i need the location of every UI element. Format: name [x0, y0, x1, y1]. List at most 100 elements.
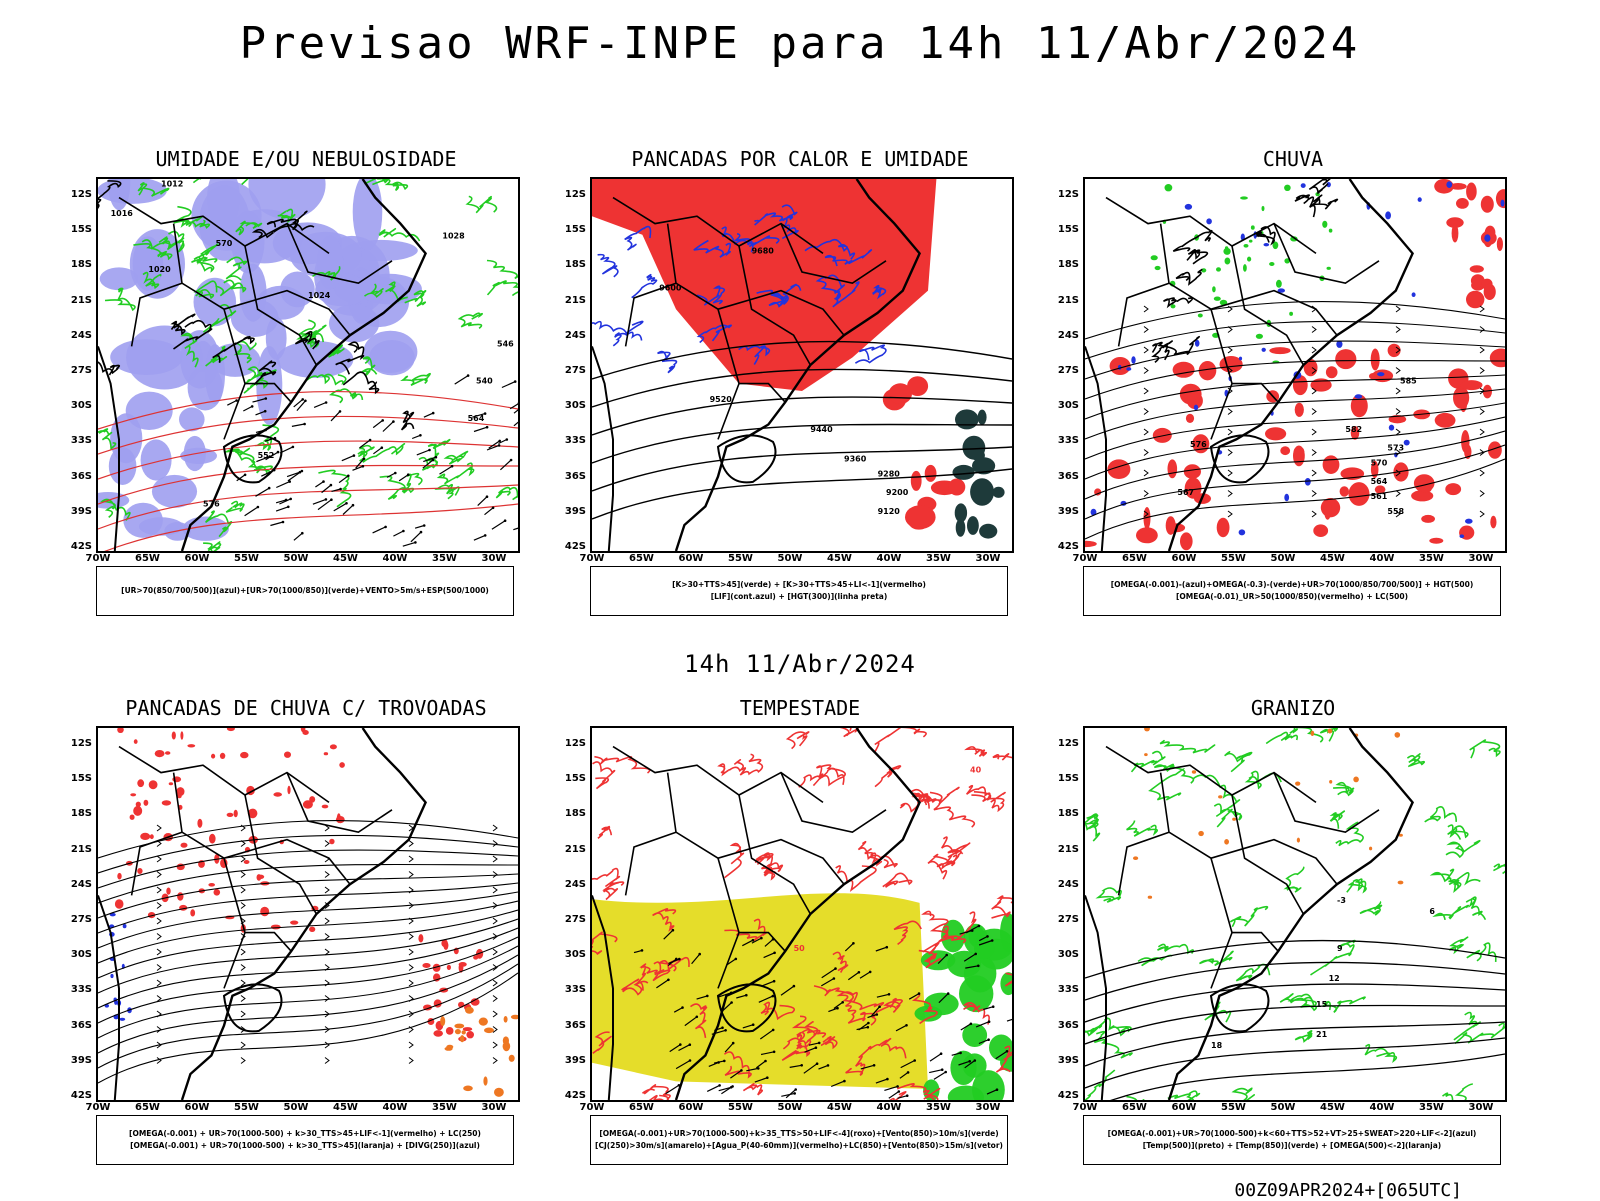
rain-fill-red [1280, 446, 1290, 455]
thunder-dot-red [130, 793, 136, 796]
flow-arrow [1396, 429, 1400, 435]
contour-label: 546 [497, 339, 514, 348]
omega-dot-blue [1206, 218, 1212, 224]
lat-label: 39S [62, 1055, 92, 1066]
lc-contour [1309, 179, 1336, 193]
wind-vector-head [773, 952, 776, 955]
wind-vector-head [843, 1080, 846, 1083]
lat-label: 18S [62, 259, 92, 270]
rain-fill-red [1490, 349, 1505, 368]
flow-arrow [493, 872, 497, 878]
omega-dot-orange [1133, 856, 1138, 860]
rain-fill-red [1466, 291, 1484, 309]
wind-vector [513, 525, 518, 529]
lat-label: 39S [62, 506, 92, 517]
flow-arrow [241, 903, 245, 909]
wind-vector-head [732, 1042, 735, 1045]
thunder-dot-orange [494, 1088, 504, 1097]
wind-vector [227, 401, 236, 406]
wind-vector-head [793, 1092, 796, 1095]
wind-vector [373, 527, 386, 533]
border-line [1106, 198, 1316, 254]
flow-arrow [1480, 327, 1484, 333]
wind-vector-head [451, 465, 454, 468]
precip-water-contour [743, 1084, 762, 1095]
flow-arrow [1228, 429, 1232, 435]
thunder-dot-red [324, 752, 328, 755]
wind-vector-head [907, 1071, 910, 1074]
rain-fill-red [1490, 516, 1496, 529]
rain-fill-red [1445, 483, 1461, 495]
lon-label: 50W [775, 553, 805, 564]
precip-water-contour [967, 786, 991, 802]
lat-label: 18S [556, 259, 586, 270]
wind-vector-head [772, 1029, 775, 1032]
lon-label: 60W [676, 553, 706, 564]
thunder-dot-orange [484, 1028, 494, 1034]
wind-vector-head [689, 1043, 692, 1046]
contour-label: 1012 [161, 179, 183, 188]
lon-label: 65W [133, 553, 163, 564]
flow-arrow [1312, 491, 1316, 497]
pressure-contour [402, 411, 414, 429]
omega-dot-green [1223, 248, 1230, 255]
wind-vector-head [735, 958, 738, 961]
thunder-dot-red [244, 860, 250, 864]
instability-fill-teal [956, 519, 966, 537]
main-title: Previsao WRF-INPE para 14h 11/Abr/2024 [0, 18, 1600, 69]
border-line [174, 773, 245, 989]
panel-title: PANCADAS POR CALOR E UMIDADE [590, 147, 1010, 171]
flow-arrow [157, 856, 161, 862]
wind-vector-head [959, 1052, 962, 1055]
border-line [1274, 224, 1379, 284]
thunder-dot-orange [446, 1045, 453, 1049]
thunder-dot-red [144, 800, 149, 806]
humidity-fill-blue [280, 272, 315, 308]
lat-label: 36S [1049, 1020, 1079, 1031]
wind-vector-head [292, 446, 295, 449]
rain-fill-red [1293, 446, 1305, 467]
wind-vector-head [992, 1005, 995, 1008]
flow-arrow [1480, 511, 1484, 517]
thunder-dot-red [309, 927, 315, 932]
wind-vector-head [641, 949, 644, 952]
streamline [98, 973, 518, 1083]
omega-dot-green [1269, 262, 1274, 266]
wind-vector-head [330, 484, 333, 487]
wind-vector-head [498, 444, 501, 447]
legend-line: [CJ(250)>30m/s](amarelo)+[Agua_P(40-60mm… [591, 1140, 1007, 1152]
thunder-dot-red [137, 779, 144, 787]
wind-vector-head [723, 1060, 726, 1063]
contour-label: 564 [1371, 477, 1388, 486]
instability-fill-red [592, 179, 936, 391]
lc-contour [1256, 227, 1275, 243]
wind-vector [243, 406, 252, 411]
omega-dot-blue [1131, 356, 1135, 364]
thunder-dot-red [169, 782, 173, 785]
wind-vector-head [940, 1052, 943, 1055]
humidity-contour-green [446, 452, 468, 465]
wind-vector-head [978, 925, 981, 928]
flow-arrow [157, 903, 161, 909]
flow-arrow [157, 1058, 161, 1064]
lon-label: 40W [380, 553, 410, 564]
flow-arrow [1144, 368, 1148, 374]
uruguay-outline [224, 984, 282, 1031]
thunder-dot-red [447, 965, 451, 970]
wind-vector-head [898, 1090, 901, 1093]
lon-label: 50W [1268, 553, 1298, 564]
thunder-dot-orange [503, 1041, 511, 1051]
legend-line: [OMEGA(-0.001)+UR>70(1000-500)+k>35_TTS>… [591, 1128, 1007, 1140]
omega-dot-green [1284, 185, 1291, 191]
omega-dot-orange [1224, 839, 1229, 845]
thunder-dot-orange [504, 1016, 508, 1023]
humidity-fill-blue [194, 278, 237, 326]
lat-label: 33S [556, 984, 586, 995]
thunder-dot-red [166, 888, 170, 895]
wind-vector-head [304, 400, 307, 403]
contour-label: 6 [1429, 907, 1435, 916]
wind-vector-head [287, 506, 290, 509]
wind-vector-head [1006, 1050, 1009, 1053]
instability-fill-teal [979, 524, 997, 539]
